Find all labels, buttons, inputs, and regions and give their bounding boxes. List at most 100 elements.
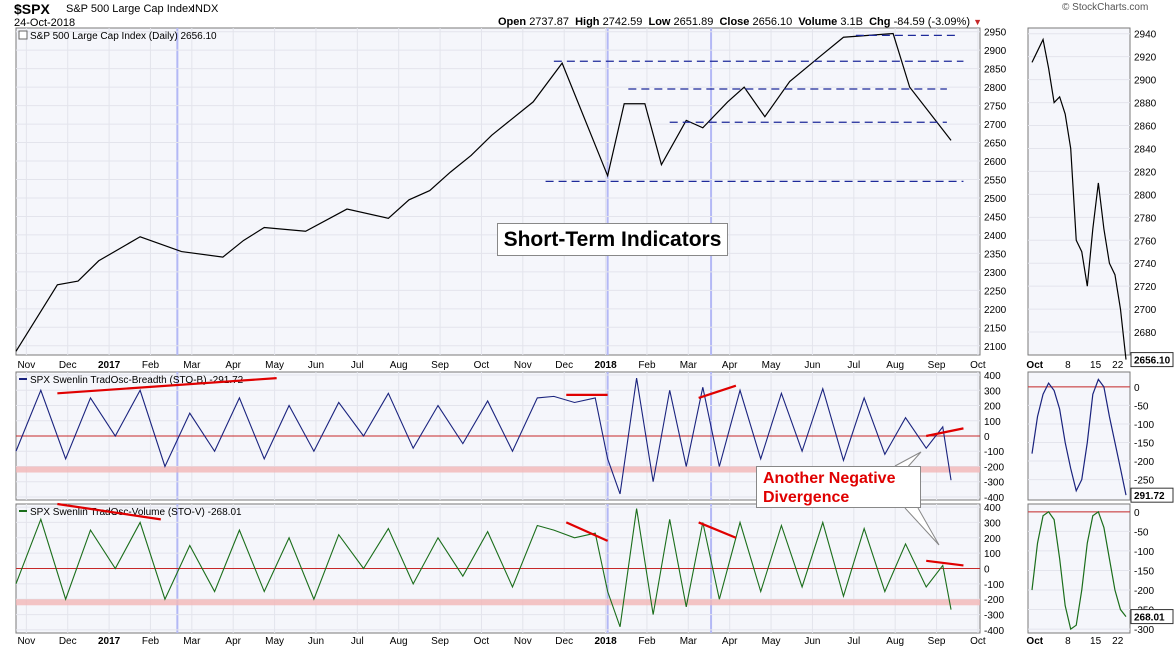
x-tick-label-price: 2018 [594, 360, 617, 371]
x-tick-label-volume: May [265, 636, 284, 647]
osc-y-tick: -300 [984, 478, 1004, 489]
x-tick-label-volume: 2018 [594, 636, 617, 647]
zoom-y-tick: -150 [1134, 566, 1154, 577]
price-y-tick: 2100 [984, 342, 1007, 353]
x-tick-label-volume: Oct [474, 636, 490, 647]
osc-y-tick: 400 [984, 371, 1001, 382]
x-tick-label-volume: Apr [722, 636, 738, 647]
price-y-tick: 2200 [984, 305, 1007, 316]
x-tick-label-volume: Jun [308, 636, 324, 647]
callout-line-2: Divergence [763, 489, 850, 506]
x-tick-label-price: 2017 [98, 360, 121, 371]
price-y-tick: 2550 [984, 175, 1007, 186]
callout-line-1: Another Negative [763, 470, 896, 487]
x-tick-label-volume: Nov [17, 636, 35, 647]
low-value: 2651.89 [673, 16, 714, 28]
x-tick-label-price: Feb [142, 360, 160, 371]
divergence-line [565, 521, 609, 542]
volume-series-line [15, 508, 952, 628]
x-tick-label-volume: Jul [351, 636, 364, 647]
x-tick-label-volume: Aug [390, 636, 408, 647]
title-annotation-box: Short-Term Indicators [497, 223, 728, 256]
price-y-tick: 2600 [984, 157, 1007, 168]
chg-label: Chg [869, 16, 891, 28]
zoom-y-tick: 2920 [1134, 53, 1157, 64]
zoom-y-tick: -100 [1134, 420, 1154, 431]
price-series-line [15, 32, 952, 352]
legend-swatch-price [18, 30, 28, 40]
x-tick-label-price: Apr [225, 360, 241, 371]
price-y-tick: 2150 [984, 323, 1007, 334]
x-tick-label-volume: May [762, 636, 781, 647]
x-tick-label-volume: Mar [183, 636, 201, 647]
volume-panel-title: SPX Swenlin TradOsc-Volume (STO-V) -268.… [30, 507, 242, 518]
divergence-line [698, 384, 737, 399]
breadth-series-line [15, 378, 952, 495]
x-tick-label-price: Oct [970, 360, 986, 371]
high-label: High [575, 16, 600, 28]
x-tick-label-volume: Jun [804, 636, 820, 647]
osc-y-tick: -400 [984, 493, 1004, 504]
price-y-tick: 2250 [984, 286, 1007, 297]
index-name: S&P 500 Large Cap Index [66, 3, 194, 15]
price-y-tick: 2400 [984, 231, 1007, 242]
x-tick-label-volume: Nov [514, 636, 532, 647]
zoom-series-line [1031, 37, 1127, 360]
exchange: INDX [192, 3, 219, 15]
low-label: Low [648, 16, 671, 28]
breadth-panel-title: SPX Swenlin TradOsc-Breadth (STO-B) -291… [30, 375, 244, 386]
zoom-x-tick: 8 [1065, 636, 1071, 647]
price-y-tick: 2950 [984, 28, 1007, 39]
osc-y-tick: -100 [984, 447, 1004, 458]
last-value-label: 2656.10 [1134, 356, 1171, 367]
osc-y-tick: -100 [984, 580, 1004, 591]
close-label: Close [719, 16, 750, 28]
price-panel [15, 27, 981, 356]
price-y-tick: 2900 [984, 46, 1007, 57]
zoom-series-line [1031, 510, 1127, 631]
high-value: 2742.59 [602, 16, 643, 28]
zoom-y-tick: 2940 [1134, 30, 1157, 41]
x-tick-label-price: Nov [17, 360, 35, 371]
zoom-y-tick: 2760 [1134, 236, 1157, 247]
zoom-y-tick: 2720 [1134, 282, 1157, 293]
x-tick-label-price: Dec [555, 360, 573, 371]
price-y-tick: 2450 [984, 212, 1007, 223]
open-value: 2737.87 [529, 16, 569, 28]
osc-y-tick: -200 [984, 595, 1004, 606]
osc-y-tick: 400 [984, 503, 1001, 514]
zoom-y-tick: 2700 [1134, 305, 1157, 316]
zoom-y-tick: -100 [1134, 547, 1154, 558]
zoom-y-tick: 2800 [1134, 190, 1157, 201]
x-tick-label-price: May [265, 360, 284, 371]
zoom-y-tick: -200 [1134, 457, 1154, 468]
osc-y-tick: 0 [984, 565, 990, 576]
close-value: 2656.10 [752, 16, 793, 28]
zoom-x-tick: 15 [1090, 636, 1102, 647]
x-tick-label-volume: Dec [555, 636, 573, 647]
price-y-tick: 2850 [984, 65, 1007, 76]
zoom-y-tick: 2860 [1134, 122, 1157, 133]
price-y-tick: 2650 [984, 139, 1007, 150]
divergence-line [925, 427, 964, 438]
x-tick-label-volume: Jul [847, 636, 860, 647]
zoom-y-tick: -150 [1134, 438, 1154, 449]
osc-y-tick: 200 [984, 534, 1001, 545]
zoom-y-tick: 2780 [1134, 213, 1157, 224]
x-tick-label-volume: Apr [225, 636, 241, 647]
zoom-x-tick: 8 [1065, 360, 1071, 371]
zoom-breadth-panel [1027, 371, 1131, 501]
zoom-volume-panel [1027, 503, 1131, 634]
osc-y-tick: -200 [984, 462, 1004, 473]
zoom-y-tick: -50 [1134, 401, 1149, 412]
zoom-y-tick: 2880 [1134, 99, 1157, 110]
price-y-tick: 2350 [984, 249, 1007, 260]
date-label: 24-Oct-2018 [14, 17, 76, 29]
x-tick-label-price: Aug [886, 360, 904, 371]
x-tick-label-price: Jun [308, 360, 324, 371]
x-tick-label-price: Sep [928, 360, 946, 371]
threshold-band [16, 466, 980, 473]
chg-value: -84.59 (-3.09%) [893, 16, 970, 28]
callout-pointer-up [894, 451, 922, 471]
divergence-callout: Another Negative Divergence [756, 466, 921, 508]
